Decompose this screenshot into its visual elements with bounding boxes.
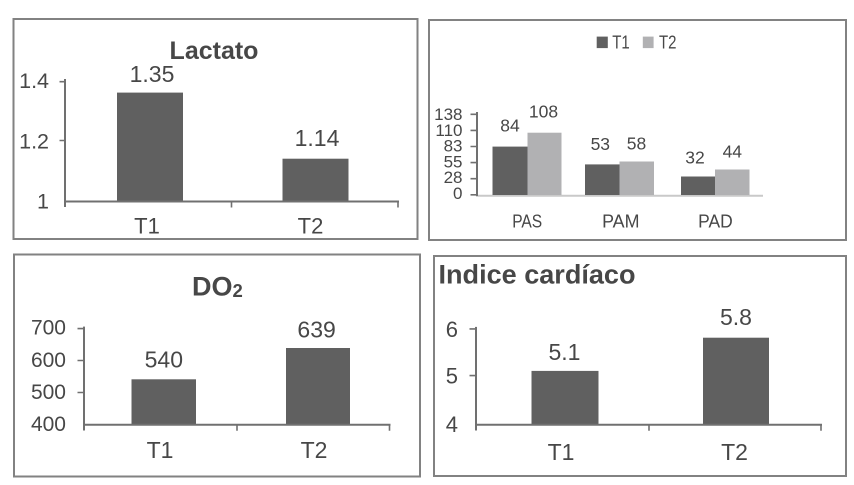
svg-text:53: 53 xyxy=(591,134,610,154)
svg-text:1.14: 1.14 xyxy=(295,125,340,151)
svg-text:138: 138 xyxy=(434,105,462,124)
svg-text:1.35: 1.35 xyxy=(130,61,175,87)
svg-text:PAD: PAD xyxy=(698,210,733,231)
svg-text:5.1: 5.1 xyxy=(549,339,581,365)
svg-text:1.4: 1.4 xyxy=(19,69,49,93)
svg-text:5.8: 5.8 xyxy=(720,304,752,330)
svg-text:58: 58 xyxy=(627,134,646,154)
svg-text:T1: T1 xyxy=(134,213,160,238)
svg-text:DO2: DO2 xyxy=(192,272,243,302)
svg-text:1: 1 xyxy=(37,190,49,214)
svg-text:600: 600 xyxy=(31,349,66,372)
svg-text:639: 639 xyxy=(297,317,335,343)
svg-text:32: 32 xyxy=(685,148,704,168)
svg-text:4: 4 xyxy=(446,412,458,437)
svg-text:700: 700 xyxy=(31,317,66,340)
svg-text:500: 500 xyxy=(31,381,66,404)
svg-text:400: 400 xyxy=(31,413,66,436)
svg-text:5: 5 xyxy=(446,364,458,389)
svg-text:T2: T2 xyxy=(659,32,677,53)
svg-text:55: 55 xyxy=(444,153,463,172)
svg-text:Lactato: Lactato xyxy=(170,37,259,65)
svg-text:T2: T2 xyxy=(301,437,328,463)
svg-text:T1: T1 xyxy=(147,437,174,463)
svg-text:83: 83 xyxy=(444,137,463,156)
svg-text:6: 6 xyxy=(446,317,458,342)
svg-text:108: 108 xyxy=(529,102,558,122)
svg-text:PAM: PAM xyxy=(602,210,639,231)
svg-text:T2: T2 xyxy=(721,439,748,465)
svg-text:T1: T1 xyxy=(548,439,575,465)
svg-text:84: 84 xyxy=(500,115,520,135)
svg-text:T1: T1 xyxy=(612,32,630,53)
svg-text:28: 28 xyxy=(444,168,463,187)
svg-text:Indice cardíaco: Indice cardíaco xyxy=(439,259,636,289)
svg-text:110: 110 xyxy=(435,121,462,140)
svg-text:PAS: PAS xyxy=(512,210,542,231)
svg-text:T2: T2 xyxy=(298,213,324,238)
svg-text:540: 540 xyxy=(145,347,183,373)
svg-text:1.2: 1.2 xyxy=(19,130,49,154)
svg-text:44: 44 xyxy=(723,142,743,162)
svg-text:0: 0 xyxy=(453,184,462,203)
